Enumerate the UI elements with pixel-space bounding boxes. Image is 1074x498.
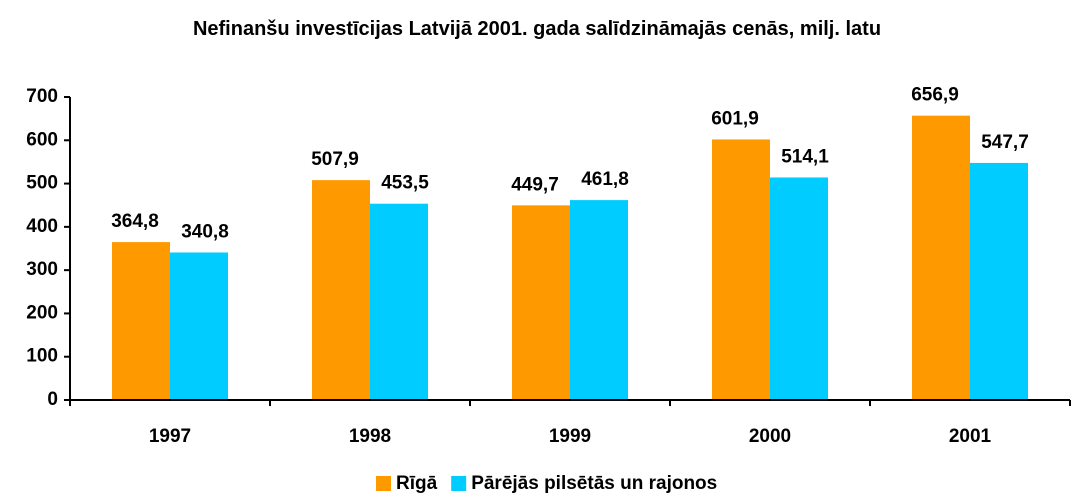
bar [312, 180, 370, 400]
x-tick-label: 1999 [549, 426, 591, 447]
value-label: 449,7 [511, 174, 559, 195]
y-tick-label: 700 [26, 86, 58, 107]
y-tick-label: 600 [26, 129, 58, 150]
bar [570, 200, 628, 400]
y-tick-label: 200 [26, 302, 58, 323]
bar [512, 205, 570, 400]
value-label: 514,1 [781, 146, 829, 167]
y-tick-label: 400 [26, 216, 58, 237]
x-tick-label: 1997 [149, 426, 191, 447]
value-label: 656,9 [911, 85, 959, 106]
bar [170, 252, 228, 400]
x-tick-label: 1998 [349, 426, 391, 447]
y-tick-label: 100 [26, 346, 58, 367]
value-label: 507,9 [311, 149, 359, 170]
value-label: 340,8 [181, 221, 229, 242]
y-tick-label: 0 [47, 389, 58, 410]
chart-title: Nefinanšu investīcijas Latvijā 2001. gad… [192, 18, 882, 40]
bar [970, 162, 1028, 400]
legend-label: Pārējās pilsētās un rajonos [471, 473, 717, 494]
bar [112, 242, 170, 400]
value-label: 453,5 [381, 173, 429, 194]
x-tick-label: 2001 [949, 426, 992, 447]
value-label: 364,8 [111, 211, 159, 232]
bar [912, 115, 970, 401]
legend-label: Rīgā [396, 473, 438, 494]
bar [370, 203, 428, 400]
legend-swatch [376, 476, 391, 491]
x-tick-label: 2000 [749, 426, 791, 447]
value-label: 461,8 [581, 169, 629, 190]
value-label: 601,9 [711, 108, 759, 129]
y-tick-label: 500 [26, 173, 58, 194]
value-label: 547,7 [981, 132, 1029, 153]
y-tick-label: 300 [26, 259, 58, 280]
bar [770, 177, 828, 400]
legend-swatch [451, 476, 467, 491]
bar [712, 139, 770, 400]
